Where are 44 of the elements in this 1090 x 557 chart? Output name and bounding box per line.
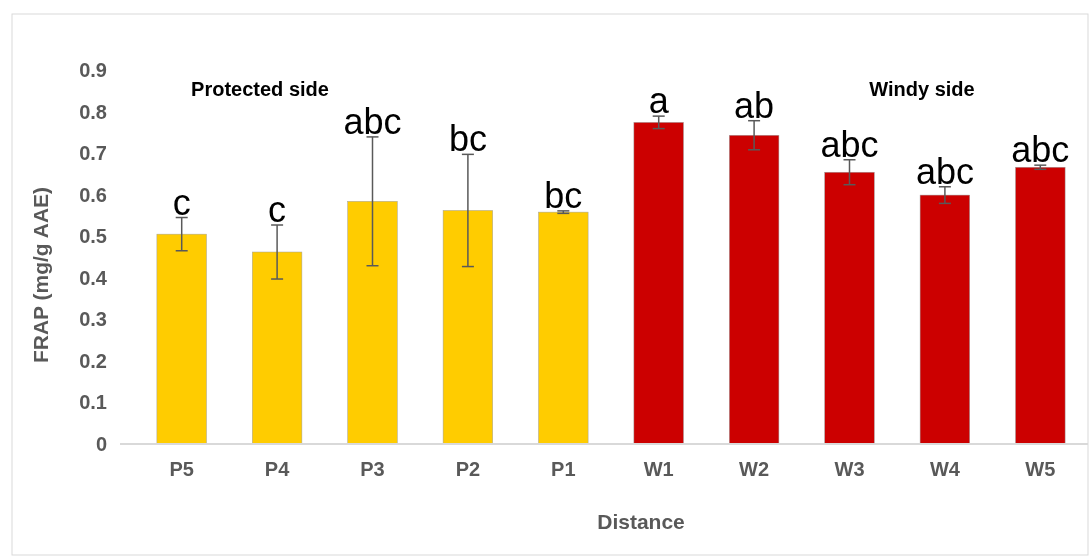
y-tick-label: 0.7: [79, 142, 107, 165]
annotation: a: [648, 80, 670, 122]
annotation: c: [268, 189, 287, 230]
bar: [538, 211, 589, 445]
y-tick-label: 0.4: [79, 266, 108, 289]
annotation: abc: [343, 100, 402, 142]
annotation: Windy side: [869, 78, 975, 100]
y-tick-label: 0.9: [79, 59, 107, 81]
x-tick-label: W5: [1025, 458, 1056, 480]
bar: [156, 233, 207, 445]
bar: [633, 122, 684, 445]
x-tick-label: W1: [643, 458, 674, 480]
y-axis-title: FRAP (mg/g AAE): [29, 186, 52, 364]
annotation: ab: [734, 84, 775, 126]
annotation: c: [172, 181, 191, 223]
bar: [919, 194, 970, 445]
y-tick-label: 0.8: [79, 100, 107, 123]
bar: [824, 171, 875, 445]
y-tick-label: 0.5: [79, 225, 107, 248]
y-tick-label: 0.2: [79, 349, 107, 372]
annotation: abc: [820, 123, 879, 165]
annotation: Protected side: [191, 78, 329, 100]
x-tick-label: P4: [264, 458, 291, 480]
x-tick-label: W2: [739, 458, 770, 480]
bar: [729, 134, 780, 445]
annotation: bc: [448, 118, 487, 160]
y-tick-label: 0.3: [79, 308, 107, 331]
x-tick-label: W3: [834, 458, 865, 480]
annotation: abc: [1011, 129, 1070, 171]
x-axis-title: Distance: [597, 510, 685, 533]
bar: [442, 210, 493, 445]
x-tick-label: P5: [169, 458, 194, 480]
bar: [1015, 166, 1066, 445]
bar: [252, 251, 303, 445]
annotation: abc: [915, 150, 974, 192]
x-tick-label: P1: [551, 458, 576, 480]
bar: [347, 201, 398, 445]
x-tick-label: W4: [929, 458, 961, 480]
annotation: bc: [544, 174, 583, 216]
y-tick-label: 0.6: [79, 183, 107, 206]
x-tick-label: P2: [455, 458, 481, 480]
x-tick-label: P3: [360, 458, 385, 480]
y-tick-label: 0: [95, 433, 107, 455]
y-tick-label: 0.1: [79, 391, 107, 414]
